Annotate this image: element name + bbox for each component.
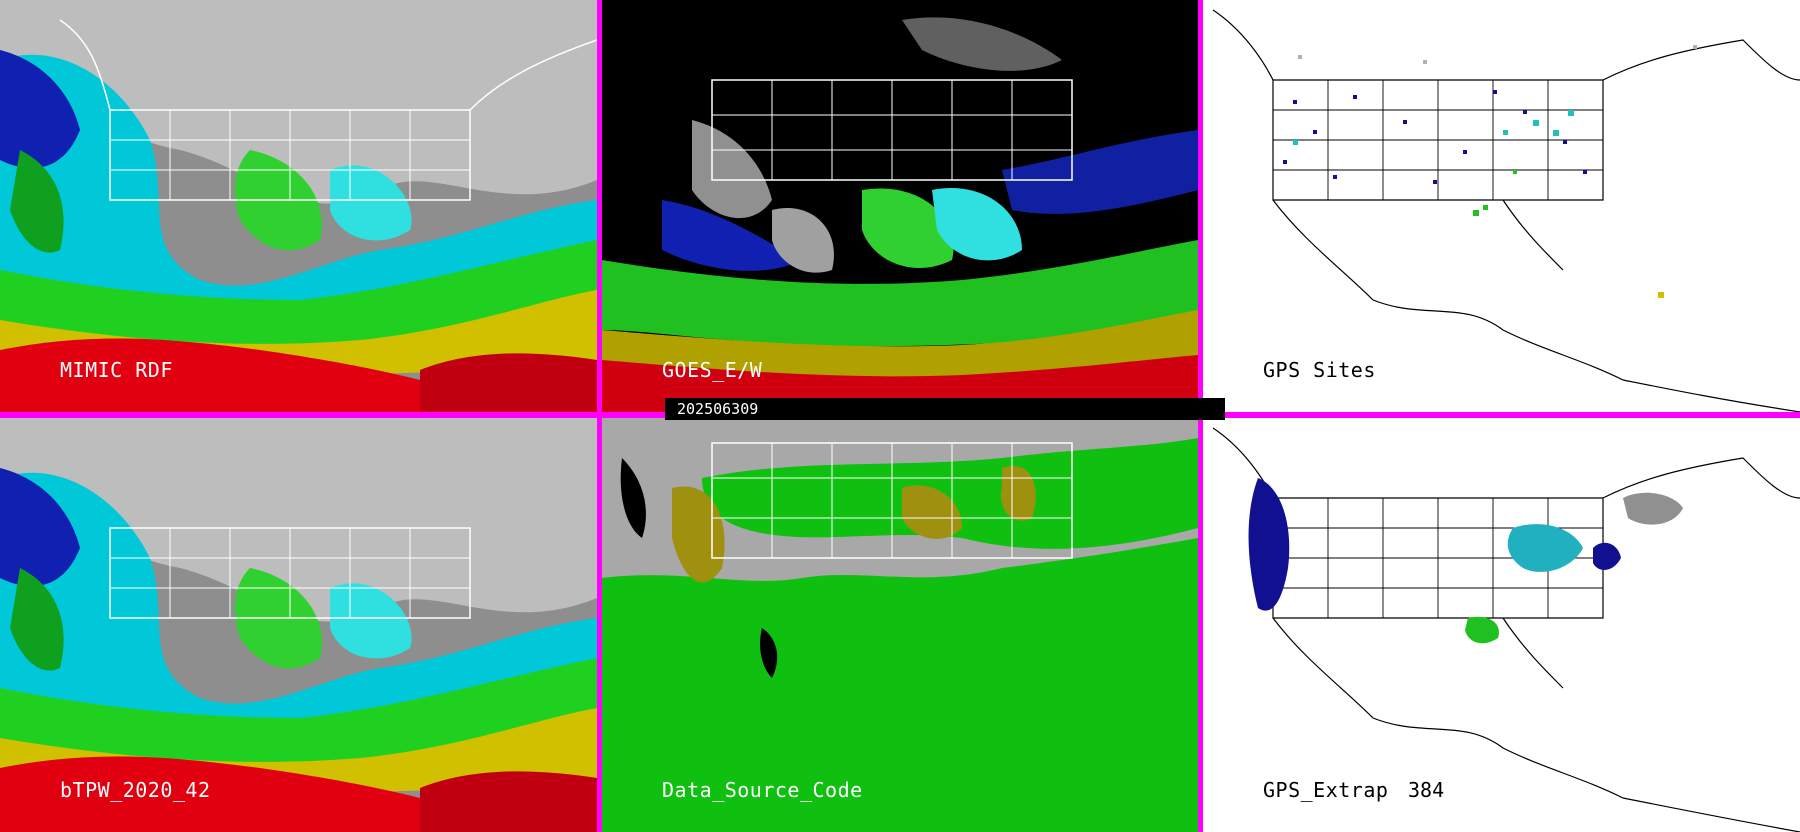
data-source-map	[602, 418, 1198, 832]
mimic-rdf-panel: MIMIC RDF	[0, 0, 597, 412]
vertical-divider-left	[597, 0, 602, 832]
timestamp-bar: 202506309	[665, 398, 1225, 420]
btpw-map	[0, 418, 597, 832]
mimic-rdf-label: MIMIC RDF	[60, 358, 173, 382]
goes-panel: GOES_E/W	[602, 0, 1198, 412]
data-source-panel: Data_Source_Code	[602, 418, 1198, 832]
gps-extrap-map	[1203, 418, 1800, 832]
gps-sites-panel: GPS Sites	[1203, 0, 1800, 412]
gps-extrap-panel: GPS_Extrap	[1203, 418, 1800, 832]
goes-map	[602, 0, 1198, 412]
gps-extrap-label: GPS_Extrap	[1263, 778, 1389, 802]
gps-sites-count: 384	[1408, 778, 1445, 802]
gps-sites-label: GPS Sites	[1263, 358, 1376, 382]
mimic-rdf-map	[0, 0, 597, 412]
btpw-label: bTPW_2020_42	[60, 778, 211, 802]
data-source-label: Data_Source_Code	[662, 778, 863, 802]
gps-sites-map	[1203, 0, 1800, 412]
btpw-panel: bTPW_2020_42	[0, 418, 597, 832]
goes-label: GOES_E/W	[662, 358, 763, 382]
